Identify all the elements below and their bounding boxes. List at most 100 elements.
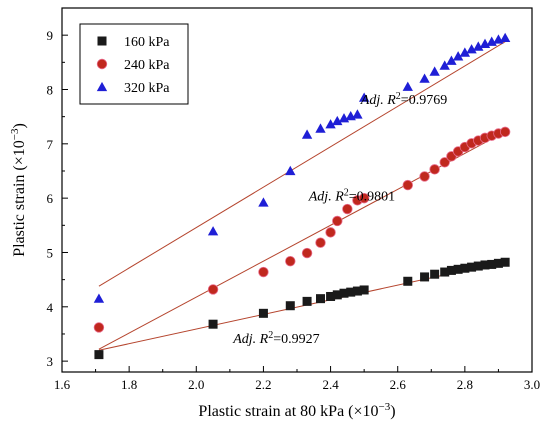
data-point-square [346,287,356,297]
fit-label: Adj. R2=0.9927 [232,330,319,348]
fit-label-symbol: R [334,189,344,204]
fit-label-value: =0.9769 [401,93,447,108]
x-tick-label: 1.8 [121,377,137,392]
data-point-square [487,259,497,269]
data-point-triangle [332,115,343,126]
data-point-circle [342,203,353,215]
data-point-square [446,265,456,275]
data-point-triangle [352,109,363,119]
data-point-circle [419,171,430,182]
data-point-square [258,308,268,318]
y-tick-label: 7 [47,137,54,152]
data-point-triangle [419,73,430,83]
x-tick-label: 2.6 [390,377,407,392]
data-point-circle [285,255,296,267]
fit-label-exponent: 2 [344,187,349,198]
x-axis-label-text: Plastic strain at 80 kPa (×10 [198,403,378,420]
legend-label: 320 kPa [124,81,170,96]
data-point-circle [258,266,269,278]
data-point-triangle [446,55,457,65]
data-point-square [473,261,483,271]
data-point-triangle [301,129,313,139]
data-point-square [467,262,477,272]
data-point-square [208,319,218,329]
legend-label: 240 kPa [124,58,170,73]
legend-marker-square [97,36,107,46]
data-point-square [332,290,342,300]
data-point-square [403,276,413,286]
data-point-square [326,291,336,301]
data-point-square [420,272,430,282]
fit-label-exponent: 2 [268,330,273,341]
data-point-square [480,260,490,270]
data-point-triangle [285,165,296,176]
fit-line [98,41,506,287]
x-axis-label-exponent: −3 [379,401,391,413]
data-point-triangle [258,197,269,207]
fit-label: Adj. R2=0.9769 [360,91,447,109]
fit-label-prefix: Adj. [232,332,259,347]
data-point-triangle [325,119,336,129]
data-point-circle [439,157,450,168]
legend-marker-triangle [96,81,108,92]
data-point-circle [301,247,313,259]
data-point-square [430,269,440,279]
data-point-square [94,350,104,360]
x-tick-label: 2.4 [322,377,339,392]
data-point-triangle [358,92,370,102]
data-point-circle [93,322,105,333]
data-point-triangle [459,47,471,57]
data-point-square [339,288,349,298]
data-point-triangle [473,41,484,51]
fit-label-symbol: R [386,93,396,108]
data-point-square [352,286,362,296]
data-point-square [285,301,295,311]
legend: 160 kPa 240 kPa 320 kPa [79,23,189,105]
legend-label: 160 kPa [124,35,170,50]
data-point-triangle [315,123,326,133]
y-axis-label-end: ) [11,123,28,128]
data-point-triangle [429,66,440,76]
y-tick-label: 5 [47,245,54,260]
data-point-circle [315,237,326,248]
tick-layer: 1.6 1.8 2.0 2.2 2.4 2.6 2.8 3.0 3 4 5 6 7 8 9 [47,28,541,392]
data-point-square [359,285,369,295]
data-point-circle [207,284,219,295]
data-point-square [500,257,510,267]
data-point-triangle [439,60,450,70]
data-point-triangle [402,81,413,91]
plot-frame [61,7,533,373]
y-tick-label: 9 [47,28,54,43]
x-tick-label: 2.8 [457,377,473,392]
data-point-square [493,258,503,268]
fit-label-prefix: Adj. [360,93,387,108]
fit-label-exponent: 2 [396,91,401,102]
data-point-triangle [452,51,464,61]
data-point-circle [499,126,511,138]
data-point-triangle [207,226,219,236]
data-point-circle [429,164,440,175]
x-tick-label: 2.2 [255,377,271,392]
y-tick-label: 4 [47,300,54,315]
x-axis-label: Plastic strain at 80 kPa (×10−3) [198,401,395,420]
data-markers [93,32,511,360]
y-axis-label-text: Plastic strain (×10 [11,140,28,257]
y-axis-label: Plastic strain (×10−3) [9,123,28,257]
data-point-triangle [466,44,477,54]
fit-label: Adj. R2=0.9801 [308,187,395,205]
x-tick-label: 3.0 [524,377,540,392]
legend-marker-circle [96,58,108,70]
x-tick-label: 2.0 [188,377,204,392]
data-point-circle [402,179,413,191]
data-point-square [453,264,463,274]
y-tick-label: 6 [47,191,54,206]
data-point-triangle [499,32,511,43]
data-point-square [302,296,312,306]
y-tick-label: 3 [47,354,54,369]
y-axis-label-exponent: −3 [9,128,21,140]
data-point-square [316,294,325,304]
fit-label-value: =0.9801 [349,189,395,204]
data-point-circle [332,215,343,227]
